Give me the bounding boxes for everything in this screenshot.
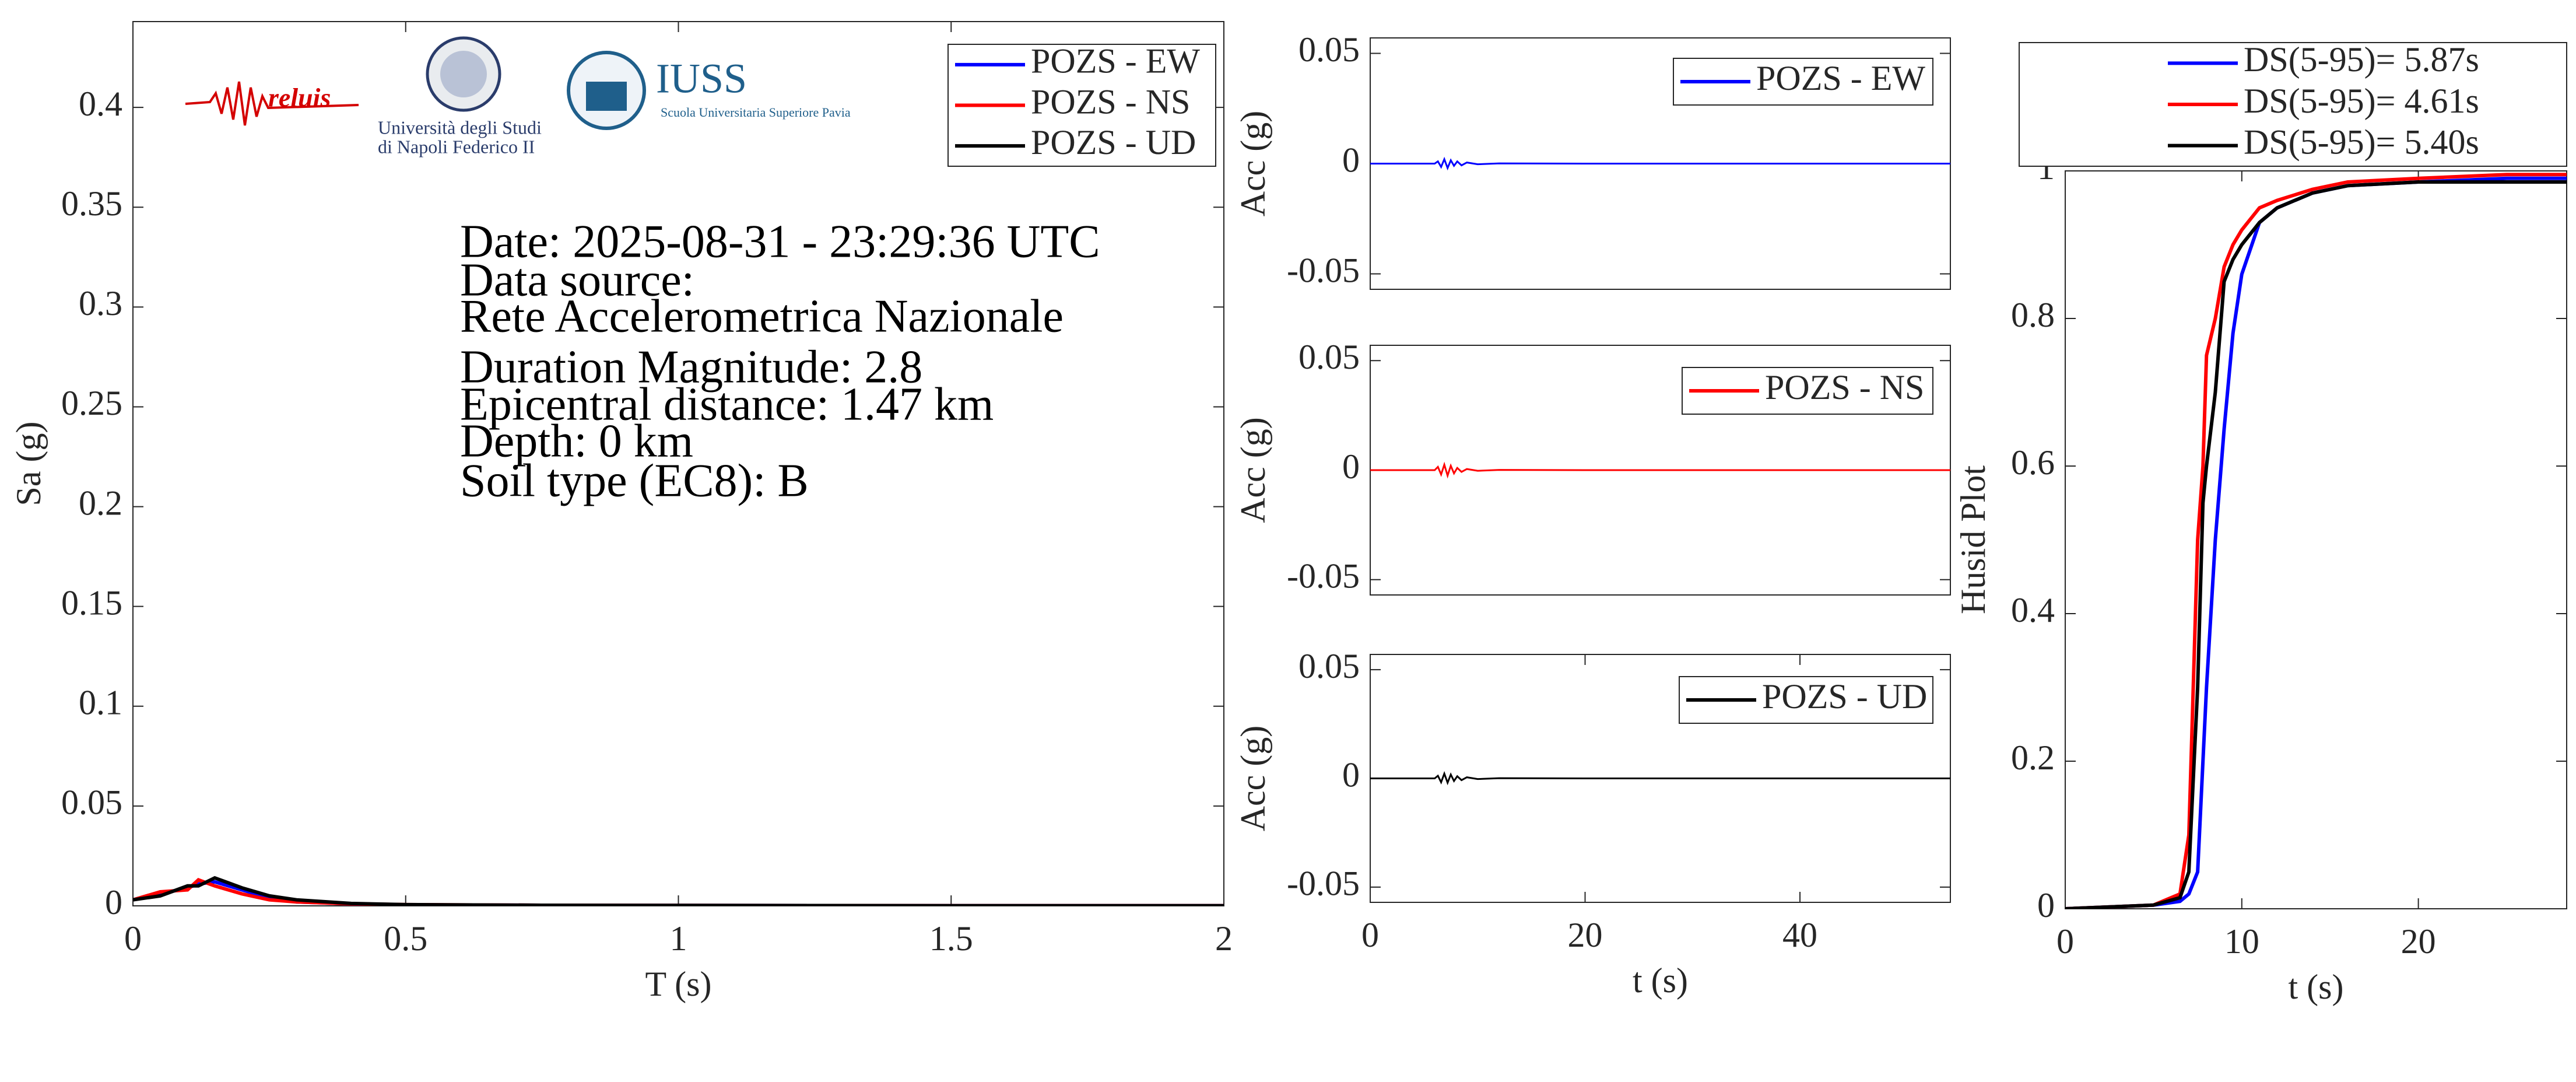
y-tick-label: 0.4	[79, 85, 122, 123]
legend-label: POZS - UD	[1031, 123, 1196, 162]
logo-text: IUSS	[656, 55, 747, 102]
logo-text: di Napoli Federico II	[378, 136, 535, 157]
y-axis-label: Acc (g)	[1234, 111, 1272, 217]
x-tick-label: 40	[1782, 916, 1817, 954]
y-tick-label: 0.05	[61, 783, 122, 822]
legend-label: POZS - UD	[1762, 677, 1927, 716]
y-tick-label: 0.1	[79, 684, 122, 722]
x-tick-label: 0	[1361, 916, 1379, 954]
legend-label: POZS - EW	[1031, 42, 1200, 80]
annotation: Epicentral distance: 1.47 km	[460, 379, 994, 430]
y-tick-label: 0.15	[61, 583, 122, 622]
x-tick-label: 1	[670, 919, 687, 958]
y-tick-label: 0.05	[1298, 30, 1360, 69]
annotation: Data source:	[460, 254, 694, 306]
logo-text: Università degli Studi	[378, 117, 542, 138]
legend-label: POZS - NS	[1031, 82, 1190, 121]
legend-label: DS(5-95)= 5.40s	[2244, 122, 2479, 161]
x-tick-label: 10	[2224, 922, 2259, 961]
legend-label: POZS - EW	[1756, 59, 1925, 97]
series-line	[1370, 771, 1950, 786]
y-tick-label: 0.6	[2011, 443, 2055, 482]
series-line	[2065, 176, 2567, 909]
y-tick-label: 0.2	[2011, 738, 2055, 777]
y-tick-label: -0.05	[1287, 556, 1360, 595]
annotation: Rete Accelerometrica Nazionale	[460, 290, 1064, 342]
x-tick-label: 0	[2056, 922, 2074, 961]
logo-reluis	[185, 81, 359, 126]
legend-box	[2019, 42, 2567, 167]
y-tick-label: 0.3	[79, 284, 122, 323]
y-tick-label: 0	[1342, 141, 1360, 179]
y-tick-label: -0.05	[1287, 864, 1360, 903]
y-tick-label: -0.05	[1287, 251, 1360, 289]
legend-label: DS(5-95)= 4.61s	[2244, 82, 2479, 120]
series-line	[1370, 461, 1950, 479]
series-line	[133, 876, 1224, 906]
legend-label: DS(5-95)= 5.87s	[2244, 40, 2479, 79]
series-line	[2065, 173, 2567, 909]
y-tick-label: 0.2	[79, 484, 122, 522]
axes-frame	[2065, 170, 2567, 909]
y-axis-label: Husid Plot	[1954, 465, 1992, 614]
legend-label: POZS - NS	[1765, 368, 1924, 407]
x-tick-label: 0.5	[384, 919, 427, 958]
y-tick-label: 0	[2037, 886, 2055, 925]
logo-text: reluis	[268, 83, 331, 113]
y-axis-label: Acc (g)	[1234, 726, 1272, 832]
y-tick-label: 0.05	[1298, 338, 1360, 376]
series-line	[1370, 156, 1950, 171]
logo-unina	[426, 36, 501, 112]
y-tick-label: 0.35	[61, 184, 122, 223]
logo-text: Scuola Universitaria Superiore Pavia	[661, 105, 851, 120]
x-axis-label: T (s)	[645, 965, 712, 1003]
x-tick-label: 2	[1215, 919, 1233, 958]
x-axis-label: t (s)	[1633, 961, 1688, 1000]
y-tick-label: 0	[105, 883, 122, 922]
y-tick-label: 0	[1342, 447, 1360, 486]
x-tick-label: 20	[1568, 916, 1603, 954]
annotation: Date: 2025-08-31 - 23:29:36 UTC	[460, 216, 1100, 267]
x-tick-label: 20	[2401, 922, 2436, 961]
y-tick-label: 0.05	[1298, 647, 1360, 685]
x-tick-label: 1.5	[929, 919, 973, 958]
logo-iuss	[567, 51, 646, 130]
y-tick-label: 0	[1342, 755, 1360, 794]
x-tick-label: 0	[124, 919, 142, 958]
annotation: Depth: 0 km	[460, 415, 693, 467]
y-axis-label: Sa (g)	[9, 422, 48, 506]
y-axis-label: Acc (g)	[1234, 417, 1272, 523]
y-tick-label: 0.25	[61, 384, 122, 422]
x-axis-label: t (s)	[2289, 968, 2344, 1006]
annotation: Duration Magnitude: 2.8	[460, 341, 922, 393]
series-line	[2065, 180, 2567, 909]
y-tick-label: 0.4	[2011, 591, 2055, 629]
annotation: Soil type (EC8): B	[460, 455, 809, 506]
y-tick-label: 0.8	[2011, 296, 2055, 334]
